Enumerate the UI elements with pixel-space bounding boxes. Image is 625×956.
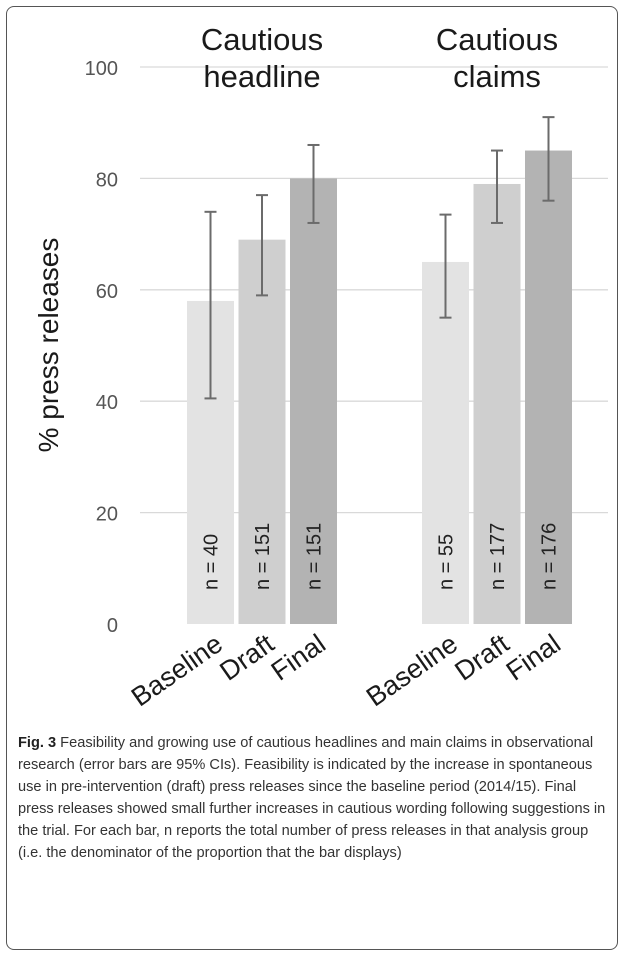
bar	[290, 178, 337, 624]
bar	[525, 150, 572, 625]
group-title: Cautious	[436, 22, 558, 57]
group-title: claims	[453, 59, 541, 94]
y-tick-label: 0	[107, 615, 118, 637]
group-title: Cautious	[201, 22, 323, 57]
group-title: headline	[203, 59, 320, 94]
y-tick-label: 20	[96, 504, 118, 526]
bars	[187, 150, 572, 625]
caption-text: Feasibility and growing use of cautious …	[18, 735, 606, 861]
n-label: n = 40	[201, 534, 223, 590]
n-label: n = 55	[436, 534, 458, 590]
bar	[238, 239, 286, 625]
y-tick-labels: 0 20 40 60 80 100	[85, 58, 118, 637]
y-tick-label: 40	[96, 392, 118, 414]
x-tick-label: Baseline	[126, 628, 228, 712]
n-label: n = 176	[539, 523, 561, 590]
bar	[422, 261, 469, 624]
error-bars	[204, 116, 555, 400]
n-labels: n = 40 n = 151 n = 151 n = 55 n = 177 n = 176	[201, 523, 561, 590]
y-axis-label: % press releases	[33, 238, 64, 453]
figure-frame	[6, 6, 618, 950]
y-tick-label: 80	[96, 169, 118, 191]
x-tick-label: Baseline	[361, 628, 463, 712]
x-tick-label: Final	[501, 628, 566, 686]
x-tick-label: Draft	[449, 628, 515, 686]
caption-label: Fig. 3	[18, 735, 57, 751]
figure-caption: Fig. 3 Feasibility and growing use of ca…	[18, 733, 610, 864]
n-label: n = 151	[304, 523, 326, 590]
y-tick-label: 100	[85, 58, 118, 80]
n-label: n = 151	[252, 523, 274, 590]
x-tick-label: Final	[266, 628, 331, 686]
bar	[473, 183, 521, 624]
x-tick-label: Draft	[214, 628, 280, 686]
y-tick-label: 60	[96, 281, 118, 303]
n-label: n = 177	[487, 523, 509, 590]
